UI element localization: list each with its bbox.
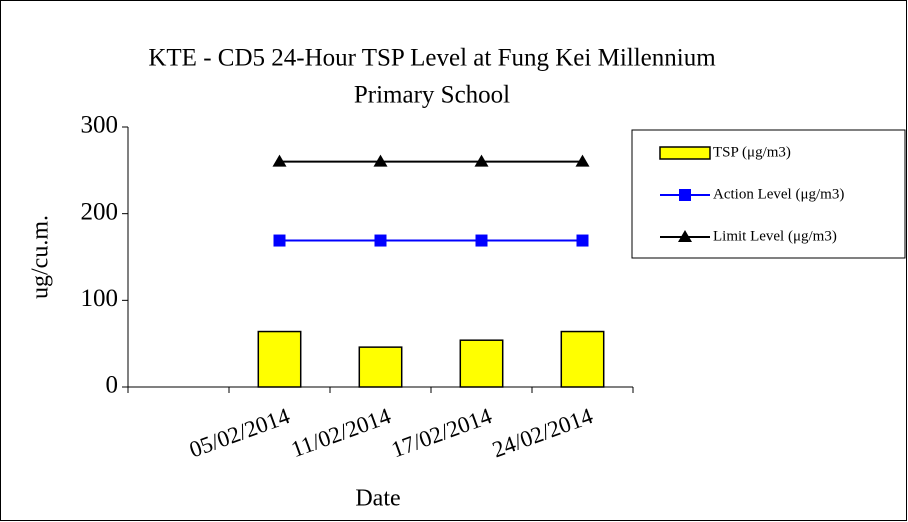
bar xyxy=(560,330,605,388)
bar xyxy=(459,339,504,388)
marker xyxy=(374,234,387,247)
y-tick-label: 100 xyxy=(81,285,119,312)
marker xyxy=(576,234,589,247)
y-tick-label: 300 xyxy=(81,112,119,139)
legend-marker xyxy=(678,230,692,242)
marker xyxy=(474,154,489,167)
legend-label: TSP (μg/m3) xyxy=(713,144,791,160)
marker xyxy=(575,154,590,167)
x-axis-label: Date xyxy=(355,486,400,512)
chart-title: Primary School xyxy=(354,82,510,109)
legend-swatch xyxy=(659,146,711,160)
y-tick-label: 200 xyxy=(81,198,119,225)
marker xyxy=(475,234,488,247)
bar xyxy=(257,330,302,388)
chart-title: KTE - CD5 24-Hour TSP Level at Fung Kei … xyxy=(148,45,716,72)
y-tick-label: 0 xyxy=(106,372,119,399)
legend-label: Action Level (μg/m3) xyxy=(713,186,844,202)
marker xyxy=(272,154,287,167)
marker xyxy=(273,234,286,247)
legend-marker xyxy=(679,189,691,201)
legend-label: Limit Level (μg/m3) xyxy=(713,228,837,244)
y-axis-label: ug/cu.m. xyxy=(28,215,54,299)
bar xyxy=(358,346,403,388)
marker xyxy=(373,154,388,167)
